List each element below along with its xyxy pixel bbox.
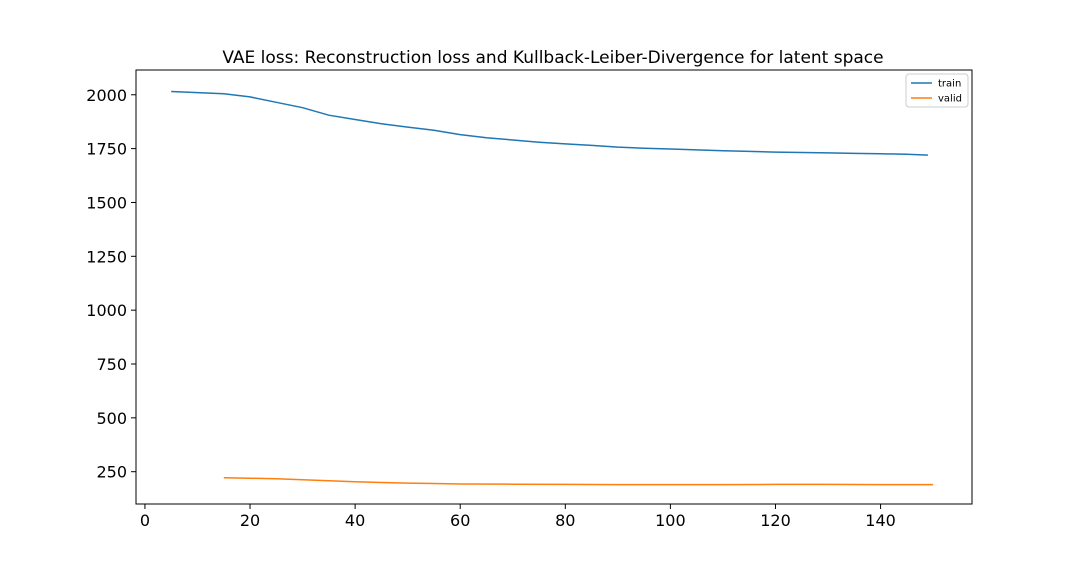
x-tick-label: 60 [450,511,470,530]
chart-title: VAE loss: Reconstruction loss and Kullba… [222,48,883,68]
series-line-valid [223,476,934,486]
series-line-train [171,90,928,156]
x-tick-label: 100 [655,511,686,530]
legend: train valid [905,73,969,108]
y-tick-label: 1500 [86,193,127,212]
y-tick-label: 2000 [86,86,127,105]
x-tick-label: 40 [345,511,365,530]
series-layer [171,90,934,486]
y-tick-label: 750 [96,355,127,374]
x-tick-label: 120 [760,511,791,530]
plot-frame [135,69,973,505]
y-tick-label: 500 [96,409,127,428]
x-tick-label: 80 [555,511,575,530]
x-tick-label: 0 [140,511,150,530]
legend-label-train: train [938,79,961,90]
y-tick-label: 1000 [86,301,127,320]
y-tick-label: 1250 [86,247,127,266]
x-tick-label: 140 [865,511,896,530]
x-axis: 0 20 40 60 80 100 120 140 [140,504,896,530]
legend-label-valid: valid [938,94,962,105]
y-axis: 250 500 750 1000 1250 1500 1750 2000 [86,86,136,482]
y-tick-label: 1750 [86,140,127,159]
x-tick-label: 20 [240,511,260,530]
y-tick-label: 250 [96,463,127,482]
